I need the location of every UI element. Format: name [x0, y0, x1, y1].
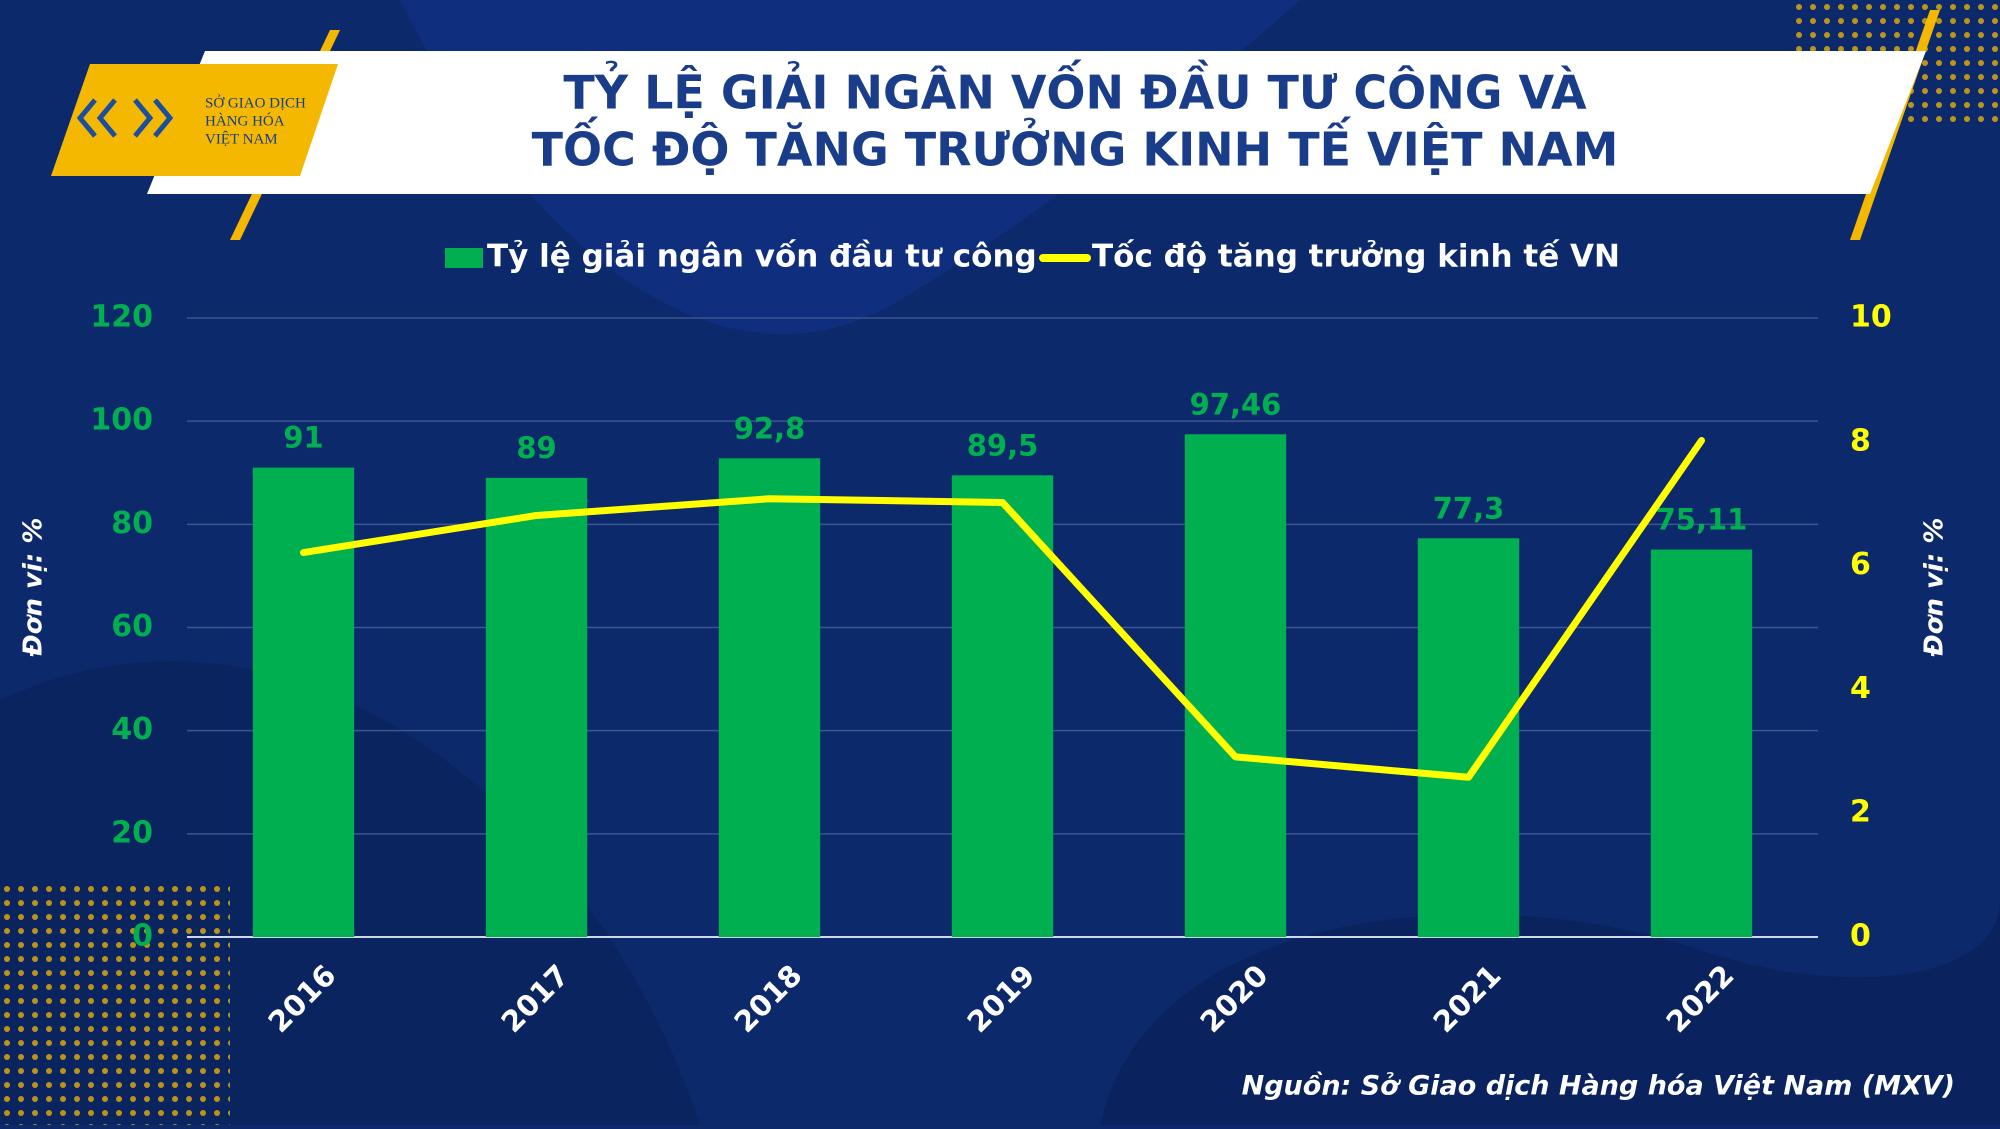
chart-title: TỐC ĐỘ TĂNG TRƯỞNG KINH TẾ VIỆT NAM	[532, 117, 1619, 177]
logo-text: VIỆT NAM	[205, 130, 278, 147]
y2-tick-label: 0	[1850, 919, 1871, 954]
y-tick-label: 120	[90, 300, 153, 335]
bar	[1650, 549, 1753, 937]
logo-box	[51, 64, 338, 176]
y-tick-label: 60	[111, 609, 153, 644]
y-tick-label: 40	[111, 712, 153, 747]
data-label: 89	[516, 431, 556, 465]
data-label: 91	[283, 421, 323, 455]
data-label: 92,8	[734, 411, 806, 445]
bar	[252, 467, 355, 937]
legend-marker	[445, 248, 483, 268]
y2-tick-label: 4	[1850, 671, 1871, 706]
data-label: 89,5	[967, 428, 1039, 462]
bg-shape	[1100, 900, 2000, 1125]
bar	[1184, 434, 1287, 937]
bar	[485, 477, 588, 937]
logo-icon	[76, 98, 174, 138]
y2-axis-label: Đơn vị: %	[1920, 518, 1950, 658]
bar	[951, 475, 1054, 937]
bar	[718, 458, 821, 937]
legend-label: Tỷ lệ giải ngân vốn đầu tư công	[487, 239, 1037, 275]
y-axis-label: Đơn vị: %	[19, 518, 49, 658]
dots	[0, 880, 230, 1125]
legend-label: Tốc độ tăng trưởng kinh tế VN	[1092, 239, 1620, 275]
data-label: 77,3	[1433, 491, 1505, 525]
bar	[1417, 538, 1520, 937]
chart-title: TỶ LỆ GIẢI NGÂN VỐN ĐẦU TƯ CÔNG VÀ	[563, 60, 1587, 120]
y-tick-label: 20	[111, 815, 153, 850]
y-tick-label: 80	[111, 506, 153, 541]
y2-tick-label: 8	[1850, 423, 1871, 458]
title-banner	[147, 51, 1926, 194]
logo-text: HÀNG HÓA	[205, 112, 285, 129]
logo-text: SỞ GIAO DỊCH	[205, 94, 306, 111]
source: Nguồn: Sở Giao dịch Hàng hóa Việt Nam (M…	[1242, 1071, 1955, 1102]
y-tick-label: 0	[132, 919, 153, 954]
y-tick-label: 100	[90, 403, 153, 438]
data-label: 75,11	[1656, 503, 1748, 537]
data-label: 97,46	[1190, 387, 1282, 421]
y2-tick-label: 2	[1850, 795, 1871, 830]
y2-tick-label: 10	[1850, 300, 1892, 335]
line	[300, 437, 1705, 781]
y2-tick-label: 6	[1850, 547, 1871, 582]
